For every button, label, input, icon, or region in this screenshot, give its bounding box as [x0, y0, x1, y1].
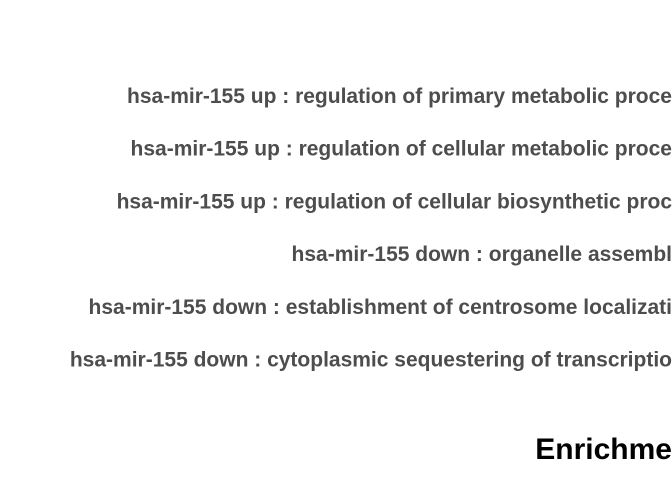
category-labels: hsa-mir-155 up : regulation of primary m… [70, 85, 672, 372]
category-label: hsa-mir-155 down : organelle assembl [292, 243, 672, 266]
category-label: hsa-mir-155 down : establishment of cent… [89, 296, 672, 319]
category-label: hsa-mir-155 down : cytoplasmic sequester… [70, 349, 672, 372]
x-axis-title: Enrichme [535, 433, 672, 466]
category-label: hsa-mir-155 up : regulation of primary m… [127, 85, 672, 108]
category-label: hsa-mir-155 up : regulation of cellular … [117, 190, 672, 213]
category-label: hsa-mir-155 up : regulation of cellular … [131, 138, 672, 161]
